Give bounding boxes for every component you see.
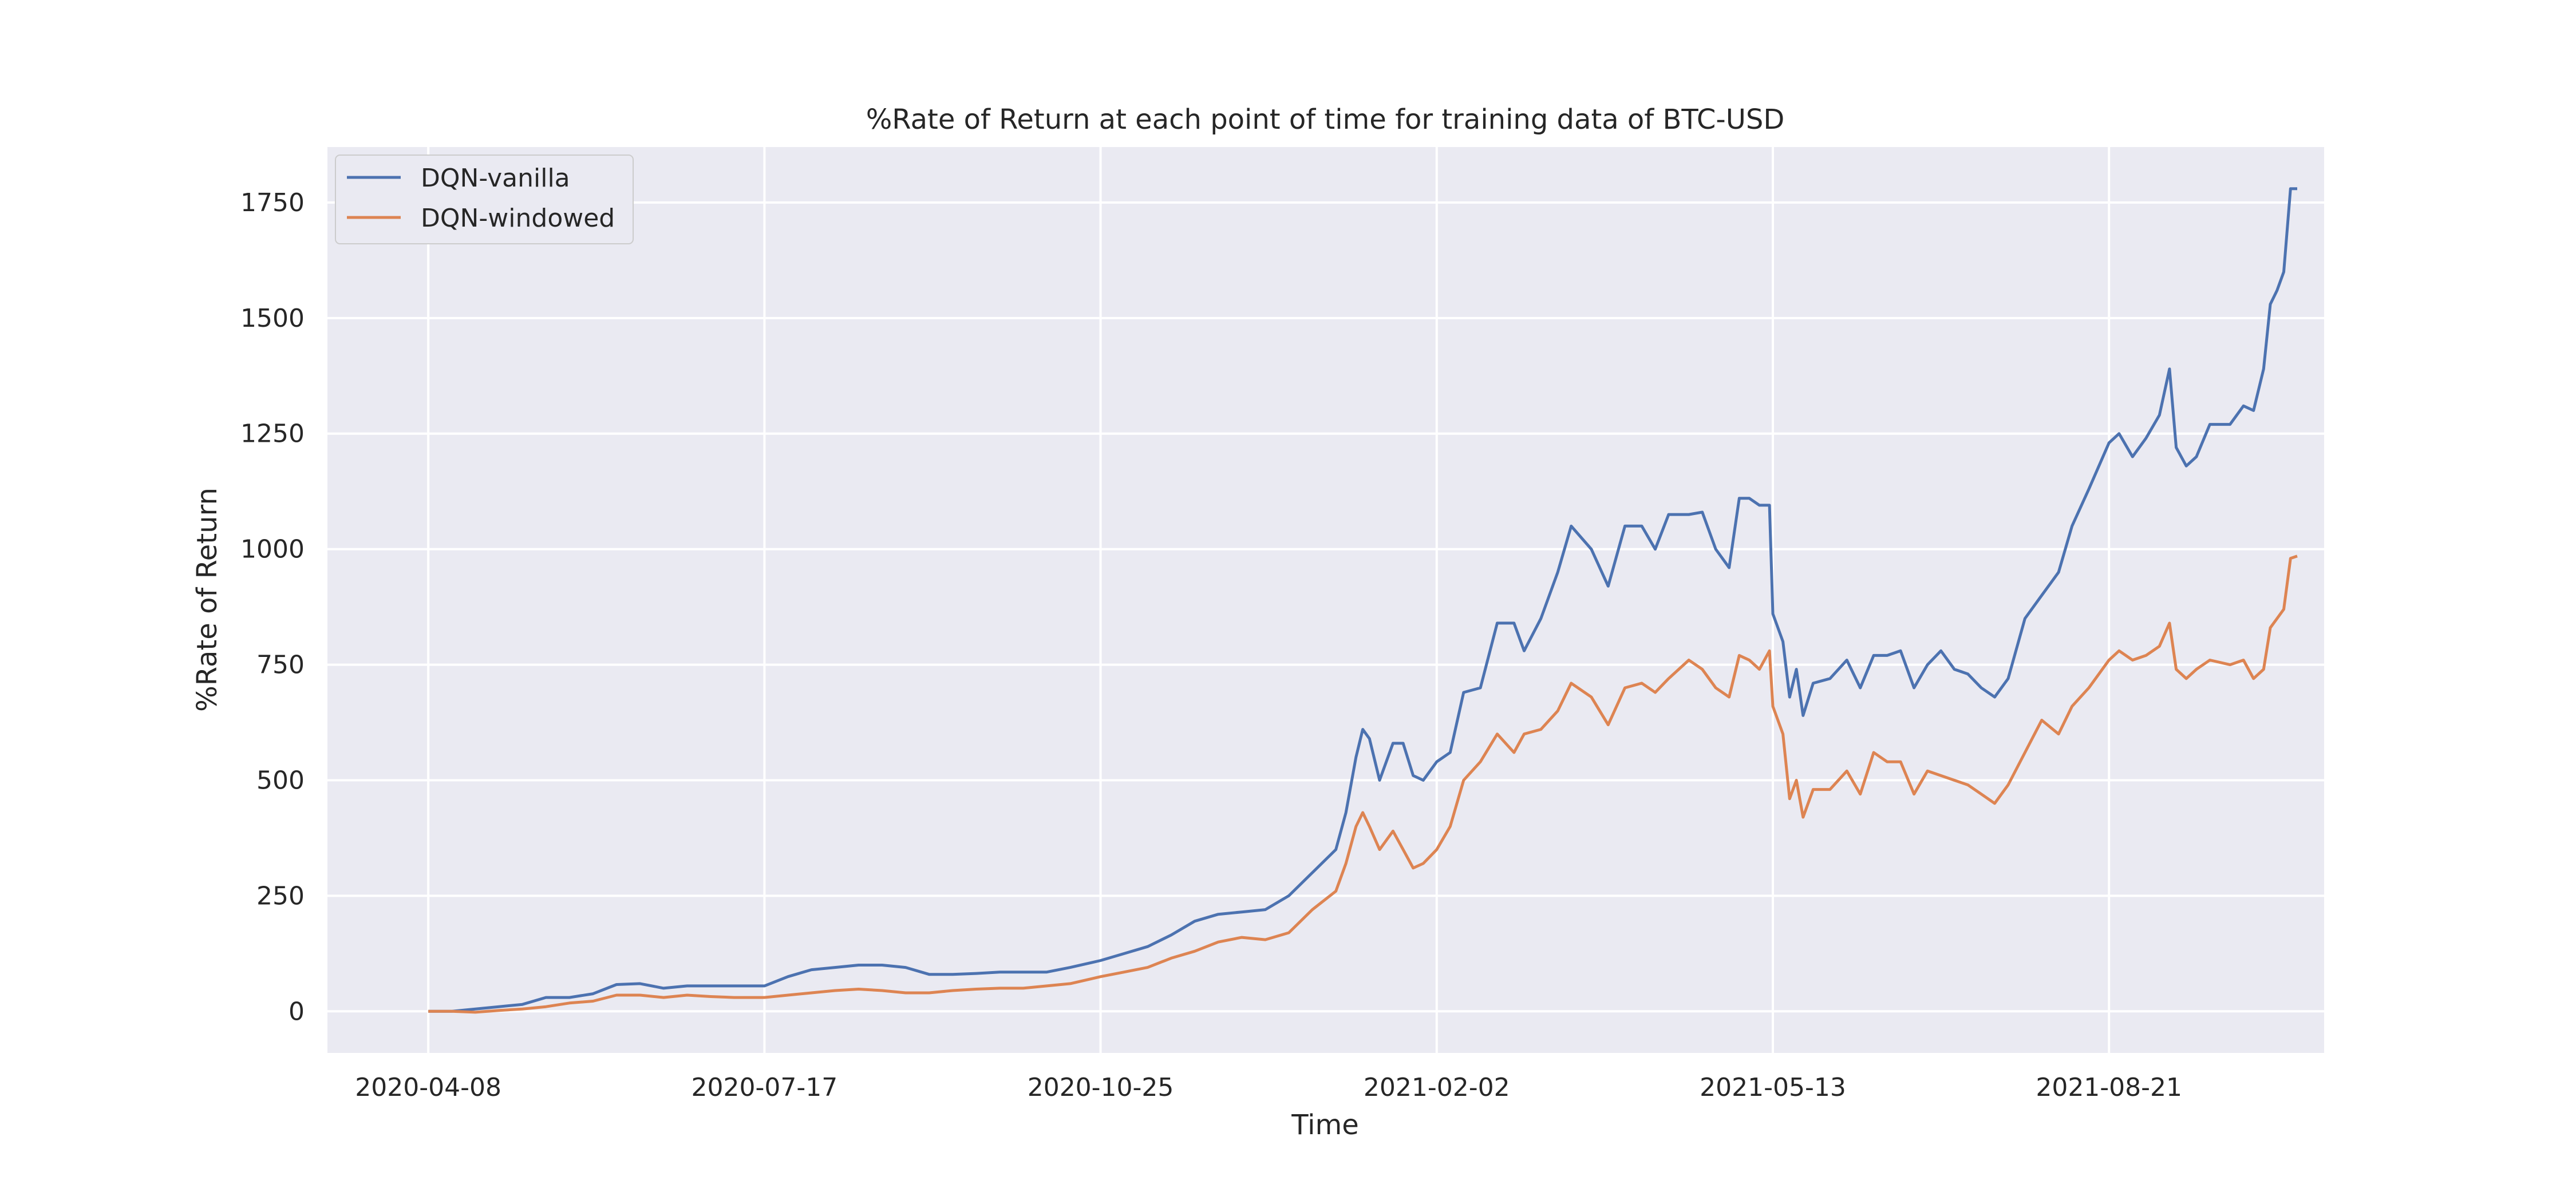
plot-area xyxy=(327,147,2324,1053)
x-tick-label: 2020-07-17 xyxy=(692,1073,838,1102)
x-tick-label: 2021-08-21 xyxy=(2036,1073,2182,1102)
tick-labels: 0 250 500 750 1000 1250 1500 1750 2020-04-08 2020… xyxy=(240,188,2182,1102)
y-tick-label: 1750 xyxy=(240,188,305,217)
x-axis-label: Time xyxy=(1291,1109,1358,1141)
series-line-windowed xyxy=(428,555,2298,1014)
legend-label-vanilla: DQN-vanilla xyxy=(421,164,570,193)
y-axis-label: %Rate of Return xyxy=(191,488,223,712)
chart-title: %Rate of Return at each point of time fo… xyxy=(866,104,1785,136)
x-tick-label: 2021-02-02 xyxy=(1364,1073,1510,1102)
legend-box xyxy=(335,155,634,244)
y-tick-label: 1500 xyxy=(240,304,305,333)
series-line-vanilla xyxy=(428,187,2297,1013)
legend: DQN-vanilla DQN-windowed xyxy=(335,155,634,244)
y-tick-label: 1250 xyxy=(240,419,305,449)
legend-label-windowed: DQN-windowed xyxy=(421,204,615,233)
x-tick-label: 2021-05-13 xyxy=(1700,1073,1846,1102)
y-tick-label: 750 xyxy=(256,651,305,680)
x-tick-label: 2020-10-25 xyxy=(1028,1073,1174,1102)
x-tick-label: 2020-04-08 xyxy=(355,1073,501,1102)
y-tick-label: 500 xyxy=(256,766,305,795)
y-tick-label: 1000 xyxy=(240,535,305,564)
y-tick-label: 250 xyxy=(256,881,305,910)
y-tick-label: 0 xyxy=(289,997,305,1026)
series-lines xyxy=(428,187,2298,1014)
